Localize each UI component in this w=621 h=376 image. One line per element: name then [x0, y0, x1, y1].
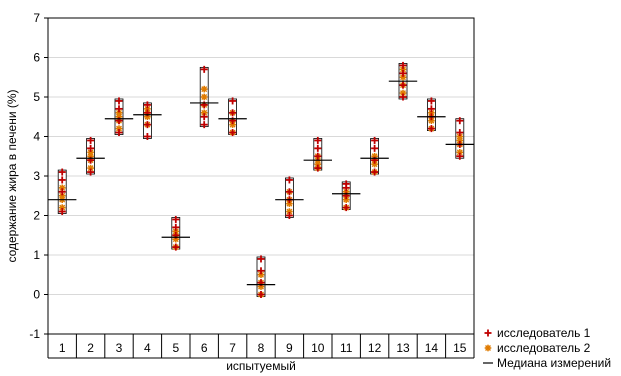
- data-point-researcher-2: [200, 85, 208, 93]
- data-point-researcher-1: [314, 136, 322, 144]
- data-point-researcher-1: [200, 113, 208, 121]
- data-point-researcher-1: [172, 223, 180, 231]
- legend-item-researcher-1: исследователь 1: [484, 326, 591, 340]
- data-point-researcher-1: [456, 152, 464, 160]
- data-point-researcher-1: [143, 133, 151, 140]
- data-point-researcher-1: [314, 164, 322, 172]
- x-tick-label: 6: [201, 341, 208, 355]
- data-point-researcher-1: [399, 61, 407, 69]
- data-point-researcher-1: [200, 65, 208, 73]
- x-tick-label: 3: [116, 341, 123, 355]
- data-point-researcher-1: [314, 152, 322, 160]
- legend-marker-plus-icon: [484, 329, 492, 337]
- data-point-researcher-1: [58, 208, 66, 216]
- data-point-researcher-1: [143, 121, 151, 129]
- legend-label-median: Медиана измерений: [497, 356, 611, 370]
- data-point-researcher-1: [399, 93, 407, 101]
- y-tick-label: 1: [33, 248, 40, 262]
- legend-label-researcher-1: исследователь 1: [497, 326, 591, 340]
- y-tick-label: 4: [33, 130, 40, 144]
- data-point-researcher-1: [172, 215, 180, 223]
- data-point-researcher-2: [115, 125, 123, 132]
- data-point-researcher-1: [58, 176, 66, 184]
- x-tick-label: 11: [340, 341, 353, 355]
- data-point-researcher-1: [58, 188, 66, 196]
- data-point-researcher-1: [342, 180, 350, 188]
- legend-asterisk-mark: [484, 344, 492, 352]
- x-tick-label: 13: [396, 341, 410, 355]
- y-tick-label: 5: [33, 90, 40, 104]
- grid-lines: [48, 57, 474, 295]
- legend-plus-mark: [484, 329, 492, 337]
- data-point-researcher-2: [200, 93, 208, 101]
- x-tick-label: 10: [311, 341, 325, 355]
- x-tick-label: 7: [229, 341, 236, 355]
- x-tick-label: 1: [59, 341, 66, 355]
- data-point-researcher-2: [257, 271, 265, 279]
- data-point-researcher-1: [427, 97, 435, 105]
- data-point-researcher-1: [285, 188, 293, 196]
- data-point-researcher-1: [456, 129, 464, 137]
- x-tick-label: 4: [144, 341, 151, 355]
- y-tick-label: 7: [33, 11, 40, 25]
- legend: исследователь 1 исследователь 2 Медиана …: [483, 326, 611, 370]
- x-tick-label: 5: [172, 341, 179, 355]
- y-tick-label: 3: [33, 169, 40, 183]
- data-point-researcher-1: [257, 255, 265, 263]
- data-point-researcher-1: [427, 125, 435, 133]
- data-point-researcher-2: [58, 204, 66, 211]
- data-point-researcher-1: [115, 105, 123, 113]
- data-point-researcher-1: [342, 204, 350, 212]
- data-point-researcher-1: [285, 176, 293, 184]
- data-point-researcher-1: [172, 243, 180, 251]
- data-point-researcher-1: [229, 97, 237, 105]
- x-tick-label: 2: [87, 341, 94, 355]
- data-point-researcher-1: [58, 168, 66, 176]
- x-tick-label: 12: [368, 341, 382, 355]
- data-point-researcher-1: [285, 212, 293, 219]
- legend-item-median: Медиана измерений: [483, 356, 611, 370]
- data-point-researcher-1: [229, 109, 237, 117]
- y-tick-label: 0: [33, 288, 40, 302]
- y-tick-label: 6: [33, 51, 40, 65]
- x-tick-label: 9: [286, 341, 293, 355]
- data-point-researcher-1: [371, 136, 379, 144]
- median-lines: [48, 80, 474, 286]
- data-point-researcher-1: [456, 117, 464, 125]
- data-point-researcher-1: [257, 267, 265, 275]
- data-point-researcher-2: [399, 73, 407, 81]
- legend-marker-asterisk-icon: [484, 344, 492, 352]
- legend-label-researcher-2: исследователь 2: [497, 341, 591, 355]
- data-point-researcher-1: [200, 121, 208, 129]
- data-point-researcher-1: [115, 97, 123, 105]
- data-point-researcher-2: [87, 164, 94, 172]
- data-point-researcher-1: [371, 168, 379, 176]
- data-point-researcher-1: [399, 81, 407, 89]
- data-points: [58, 61, 464, 298]
- y-tick-label: -1: [29, 327, 40, 341]
- data-point-researcher-1: [427, 105, 435, 113]
- x-axis-ticks: 1 2 3 4 5 6 7 8 9 10 11 12 13 14 15: [47, 334, 475, 359]
- data-point-researcher-1: [115, 129, 123, 137]
- data-point-researcher-1: [314, 144, 322, 152]
- data-point-researcher-1: [87, 144, 95, 152]
- x-tick-label: 8: [258, 341, 265, 355]
- x-axis-label: испытуемый: [226, 359, 296, 373]
- y-axis-ticks: -1 0 1 2 3 4 5 6 7: [29, 11, 48, 341]
- legend-item-researcher-2: исследователь 2: [484, 341, 591, 355]
- x-tick-label: 14: [425, 341, 439, 355]
- y-tick-label: 2: [33, 209, 40, 223]
- y-axis-label: содержание жира в печени (%): [5, 89, 19, 262]
- data-point-researcher-1: [371, 144, 379, 152]
- data-point-researcher-1: [399, 69, 407, 77]
- x-tick-label: 15: [453, 341, 467, 355]
- data-point-researcher-1: [87, 136, 95, 144]
- data-point-researcher-1: [257, 291, 265, 298]
- data-point-researcher-1: [143, 101, 151, 109]
- data-point-researcher-1: [87, 168, 95, 176]
- data-point-researcher-1: [229, 129, 237, 137]
